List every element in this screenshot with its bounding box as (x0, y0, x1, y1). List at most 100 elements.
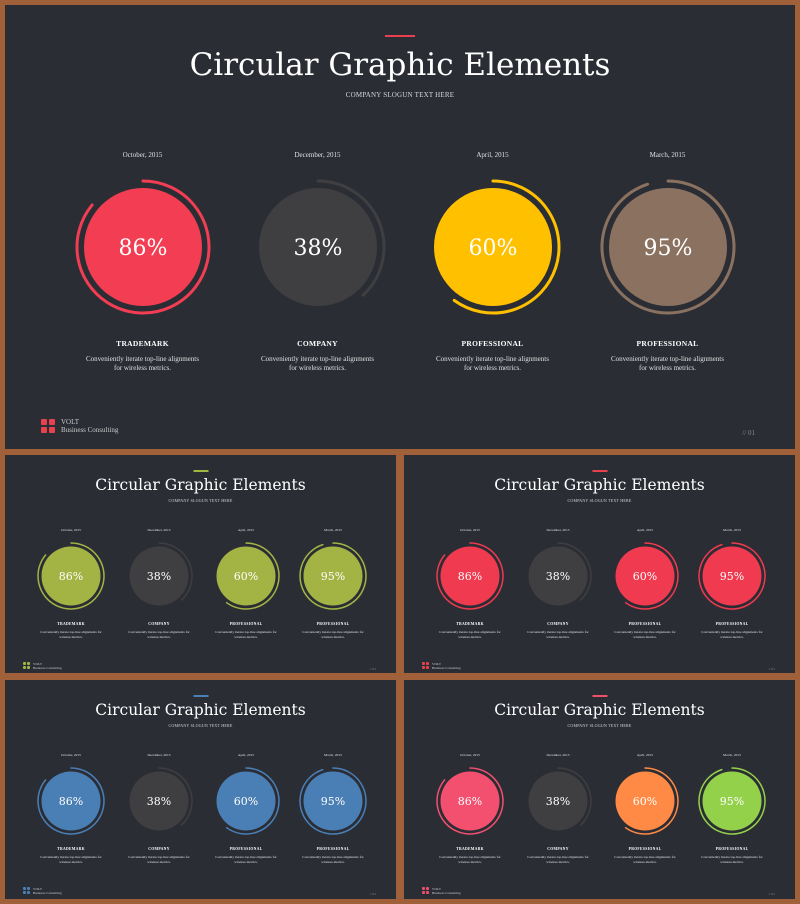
logo-tagline: Business Consulting (432, 665, 461, 670)
metric-date: October, 2015 (460, 528, 480, 532)
gauge-progress-arc (158, 767, 193, 826)
metric-gauge: 95% (698, 542, 766, 610)
gauge-progress-arc (557, 767, 592, 826)
metric-date: March, 2015 (723, 753, 741, 757)
metric-date: March, 2015 (649, 151, 686, 159)
metric-date: December, 2015 (147, 753, 171, 757)
metric-card: April, 2015 60% PROFESSIONAL Conveniently i… (210, 455, 282, 673)
slide-main: Circular Graphic Elements COMPANY SLOGUN … (5, 5, 795, 449)
metric-gauge: 38% (528, 542, 592, 606)
metric-gauge: 95% (299, 767, 367, 835)
metric-date: October, 2015 (122, 151, 163, 159)
metric-category: TRADEMARK (456, 622, 484, 626)
logo-square (27, 662, 30, 666)
metric-card: March, 2015 95% PROFESSIONAL Conveniently i… (600, 5, 735, 449)
gauge-fill-circle (129, 546, 189, 606)
logo-name: VOLT (432, 661, 442, 666)
logo-tagline: Business Consulting (33, 890, 62, 895)
metric-card: March, 2015 95% PROFESSIONAL Conveniently i… (297, 455, 369, 673)
metric-date: April, 2015 (237, 528, 255, 532)
slide-subtitle: COMPANY SLOGUN TEXT HERE (168, 723, 233, 728)
gauge-progress-arc (436, 542, 504, 610)
metric-category: PROFESSIONAL (628, 622, 662, 626)
slide-title: Circular Graphic Elements (189, 47, 611, 83)
gauge-percent-label: 86% (59, 570, 83, 583)
gauge-progress-arc (452, 179, 560, 315)
metric-category: PROFESSIONAL (316, 847, 350, 851)
metric-category: PROFESSIONAL (715, 847, 749, 851)
metric-gauge: 60% (615, 542, 679, 610)
gauge-progress-arc (600, 179, 735, 315)
logo-square (23, 662, 26, 666)
metric-description: Conveniently iterate top-line alignments… (614, 855, 676, 864)
metric-date: April, 2015 (237, 753, 255, 757)
metric-card: March, 2015 95% PROFESSIONAL Conveniently i… (696, 680, 768, 899)
metric-gauge: 60% (615, 767, 679, 835)
logo-square (426, 662, 429, 666)
slide-subtitle: COMPANY SLOGUN TEXT HERE (168, 498, 233, 503)
gauge-progress-arc (37, 767, 105, 835)
metric-category: TRADEMARK (57, 622, 85, 626)
gauge-fill-circle (528, 546, 588, 606)
page-number: // 01 (768, 892, 775, 896)
slide-green: Circular Graphic Elements COMPANY SLOGUN … (5, 455, 396, 673)
gauge-percent-label: 38% (546, 795, 570, 808)
logo-square (426, 891, 429, 895)
logo-name: VOLT (33, 661, 43, 666)
logo-square (48, 426, 55, 434)
metric-category: COMPANY (148, 622, 170, 626)
logo-square (426, 887, 429, 891)
metric-card: December, 2015 38% COMPANY Conveniently ite… (522, 455, 594, 673)
logo-square (23, 891, 26, 895)
gauge-progress-arc (225, 767, 280, 835)
metric-card: March, 2015 95% PROFESSIONAL Conveniently i… (696, 455, 768, 673)
gauge-percent-label: 95% (720, 570, 744, 583)
metric-category: TRADEMARK (456, 847, 484, 851)
metric-description: Conveniently iterate top-line alignments… (527, 630, 589, 639)
metric-category: PROFESSIONAL (715, 622, 749, 626)
logo-tagline: Business Consulting (33, 665, 62, 670)
gauge-percent-label: 95% (321, 795, 345, 808)
metric-description: Conveniently iterate top-line alignments… (261, 355, 374, 373)
metric-card: December, 2015 38% COMPANY Conveniently ite… (123, 680, 195, 899)
logo-tagline: Business Consulting (432, 890, 461, 895)
metric-card: October, 2015 86% TRADEMARK Conveniently it… (75, 5, 210, 449)
metric-gauge: 86% (75, 179, 210, 315)
metric-description: Conveniently iterate top-line alignments… (302, 855, 364, 864)
logo-text: VOLT Business Consulting (61, 418, 118, 434)
metric-date: October, 2015 (460, 753, 480, 757)
gauge-progress-arc (436, 767, 504, 835)
gauge-percent-label: 60% (468, 236, 517, 261)
logo-square (422, 891, 425, 895)
metric-category: COMPANY (297, 339, 338, 348)
slide-subtitle: COMPANY SLOGUN TEXT HERE (567, 498, 632, 503)
metric-description: Conveniently iterate top-line alignments… (215, 630, 277, 639)
logo-square (27, 891, 30, 895)
logo-grid-icon (41, 419, 55, 434)
logo-grid-icon (23, 887, 30, 895)
gauge-fill-circle (702, 771, 762, 831)
gauge-fill-circle (702, 546, 762, 606)
metric-date: March, 2015 (324, 528, 342, 532)
metric-date: December, 2015 (147, 528, 171, 532)
gauge-progress-arc (37, 542, 105, 610)
logo-text: VOLT Business Consulting (432, 887, 461, 895)
metric-card: April, 2015 60% PROFESSIONAL Conveniently i… (210, 680, 282, 899)
brand-logo: VOLT Business Consulting (422, 887, 461, 895)
metric-description: Conveniently iterate top-line alignments… (701, 630, 763, 639)
logo-square (426, 666, 429, 670)
gauge-percent-label: 86% (458, 795, 482, 808)
gauge-percent-label: 95% (321, 570, 345, 583)
logo-square (422, 887, 425, 891)
logo-grid-icon (422, 662, 429, 670)
title-accent-line (193, 695, 208, 697)
metric-gauge: 95% (698, 767, 766, 835)
gauge-progress-arc (299, 767, 367, 835)
brand-logo: VOLT Business Consulting (23, 887, 62, 895)
slide-multi: Circular Graphic Elements COMPANY SLOGUN … (404, 680, 795, 899)
metric-gauge: 60% (216, 542, 280, 610)
metric-gauge: 38% (258, 179, 385, 306)
metric-date: April, 2015 (636, 528, 654, 532)
logo-square (23, 887, 26, 891)
metric-category: PROFESSIONAL (229, 847, 263, 851)
